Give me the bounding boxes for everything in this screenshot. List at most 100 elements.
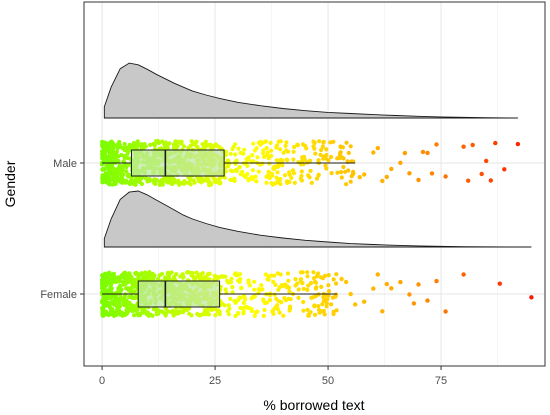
data-point [130,143,135,148]
data-point [344,182,349,187]
data-point [283,143,288,148]
data-point [176,181,181,186]
data-point [309,281,314,286]
data-point [261,297,266,302]
data-point [108,142,113,147]
data-point [265,150,270,155]
iqr-box [130,149,225,177]
data-point [238,277,243,282]
data-point [101,276,106,281]
data-point [341,156,346,161]
data-point [143,144,148,149]
data-point [334,292,339,297]
data-point [324,147,329,152]
data-point [316,304,321,309]
axes: 0 25 50 75 Male Female [40,158,447,387]
data-point [252,148,257,153]
data-point [143,309,148,314]
data-point [289,175,294,180]
data-point [341,164,346,170]
outlier-point [348,291,353,297]
data-point [103,271,108,276]
data-point [317,139,322,144]
data-point [269,148,274,153]
data-point [301,308,306,313]
data-point [287,289,292,294]
data-point [217,176,222,182]
data-point [334,281,339,286]
data-point [237,165,242,170]
data-point [264,180,269,185]
data-point [135,139,140,144]
data-point [329,154,334,160]
data-point [272,273,277,278]
outlier-point [479,171,484,177]
data-point [111,171,116,176]
data-point [196,175,201,180]
outlier-point [357,175,362,180]
data-point [241,300,246,305]
data-point [249,308,254,314]
data-point [105,146,110,151]
data-point [301,299,306,305]
outlier-point [375,272,380,277]
data-point [222,303,227,308]
data-point [124,169,129,174]
data-point [116,154,121,159]
data-point [153,181,158,186]
data-point [256,169,261,174]
data-point [112,175,117,180]
data-point [110,182,115,187]
data-point [156,277,161,282]
data-point [127,271,132,276]
data-point [114,142,120,148]
data-point [326,293,331,298]
data-point [212,273,217,278]
data-point [314,176,320,181]
data-point [109,139,114,144]
data-point [120,167,125,173]
data-point [124,165,129,170]
data-point [114,158,120,163]
data-point [285,271,291,276]
data-point [308,168,313,173]
data-point [160,139,165,144]
data-point [163,276,169,281]
data-point [108,311,114,316]
data-point [348,144,353,149]
outlier-point [434,278,439,284]
data-point [306,283,311,288]
data-point [322,273,327,278]
data-point [100,140,105,145]
outlier-point [398,160,403,165]
data-point [151,307,156,312]
outlier-point [384,174,389,180]
data-point [223,152,228,158]
panel-border [83,1,546,367]
data-point [207,277,212,282]
data-point [306,173,311,178]
data-point [232,298,237,304]
data-point [266,277,271,282]
data-point [277,310,282,315]
data-point [104,173,109,178]
data-point [100,283,105,288]
data-point [117,300,122,305]
data-point [266,169,271,174]
data-point [107,167,112,172]
data-point [274,145,279,150]
data-point [255,155,260,160]
outlier-point [407,171,412,176]
data-point [276,299,281,304]
data-point [301,286,306,291]
data-point [273,282,278,287]
data-point [331,311,336,317]
outlier-point [398,279,403,285]
data-point [281,283,286,289]
data-point [223,287,228,292]
data-point [243,304,249,309]
box-female [102,280,338,308]
data-point [259,283,264,288]
data-point [280,158,285,163]
data-point [110,301,115,306]
